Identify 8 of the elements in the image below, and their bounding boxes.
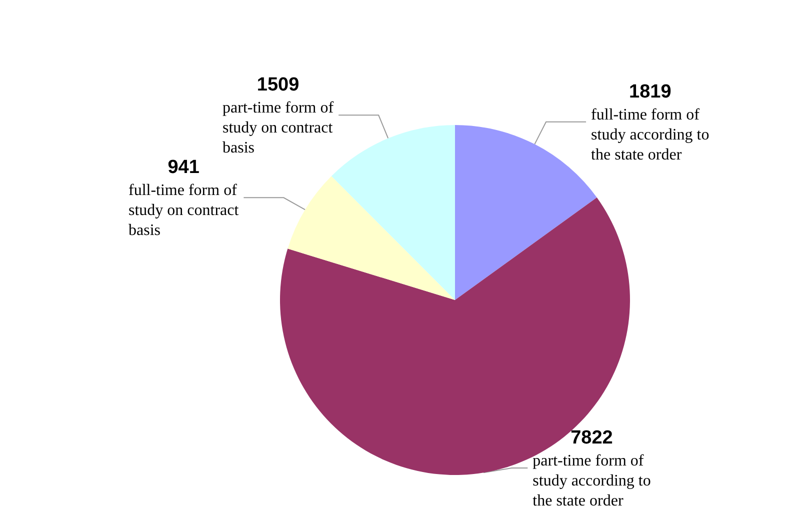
data-label: 1819 bbox=[629, 81, 672, 102]
slice-label: part-time form of study according to the state order bbox=[532, 452, 651, 510]
data-label: 1509 bbox=[256, 74, 300, 96]
data-label: 7822 bbox=[570, 428, 613, 448]
slice-label: part-time form of study on contract basis bbox=[222, 100, 334, 157]
slice-label: full-time form of study on contract basis bbox=[128, 182, 240, 240]
data-label: 941 bbox=[168, 157, 200, 178]
slice-label: full-time form of study according to the state order bbox=[591, 106, 710, 164]
